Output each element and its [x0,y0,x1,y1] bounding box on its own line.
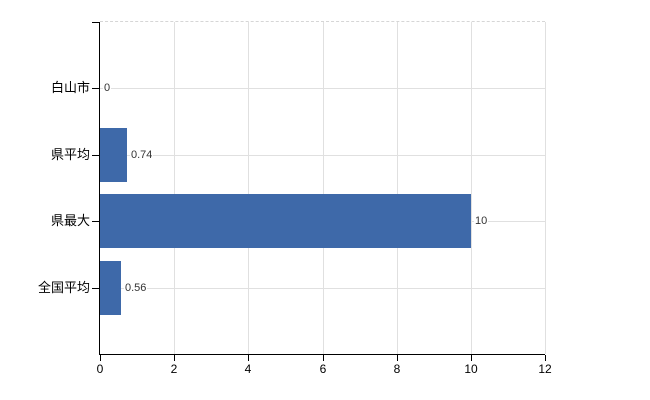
x-gridline [174,22,175,354]
y-axis-tick [92,288,100,289]
x-axis-tick-label: 8 [393,362,401,376]
x-gridline [323,22,324,354]
x-axis-line [99,354,545,355]
y-gridline [100,155,545,156]
category-label-白山市: 白山市 [50,80,90,95]
bar-value-label: 0 [103,81,112,95]
x-axis-tick-label: 12 [538,362,552,376]
bar-県平均 [100,128,127,182]
bar-県最大 [100,194,471,248]
x-axis-tick [248,355,249,361]
y-gridline [100,288,545,289]
x-gridline [471,22,472,354]
y-axis-tick [92,221,100,222]
x-axis-tick [100,355,101,361]
x-axis-tick [397,355,398,361]
x-gridline [397,22,398,354]
bar-value-label: 0.74 [130,148,154,162]
y-gridline [100,88,545,89]
category-label-全国平均: 全国平均 [37,280,90,295]
x-axis-tick [471,355,472,361]
category-label-県平均: 県平均 [50,147,90,162]
y-axis-line [99,22,100,355]
x-axis-tick [323,355,324,361]
x-axis-tick-label: 4 [244,362,252,376]
x-axis-tick [174,355,175,361]
x-axis-tick-label: 6 [319,362,327,376]
x-axis-tick [545,355,546,361]
x-axis-tick-label: 2 [170,362,178,376]
x-axis-tick-label: 10 [464,362,478,376]
y-axis-top-tick [92,22,100,23]
x-gridline [545,22,546,354]
y-axis-tick [92,155,100,156]
plot-border-top [100,21,545,22]
bar-value-label: 0.56 [124,281,148,295]
y-axis-tick [92,88,100,89]
category-label-県最大: 県最大 [50,213,90,228]
x-axis-tick-label: 0 [96,362,104,376]
x-gridline [248,22,249,354]
bar-全国平均 [100,261,121,315]
bar-value-label: 10 [474,214,489,228]
